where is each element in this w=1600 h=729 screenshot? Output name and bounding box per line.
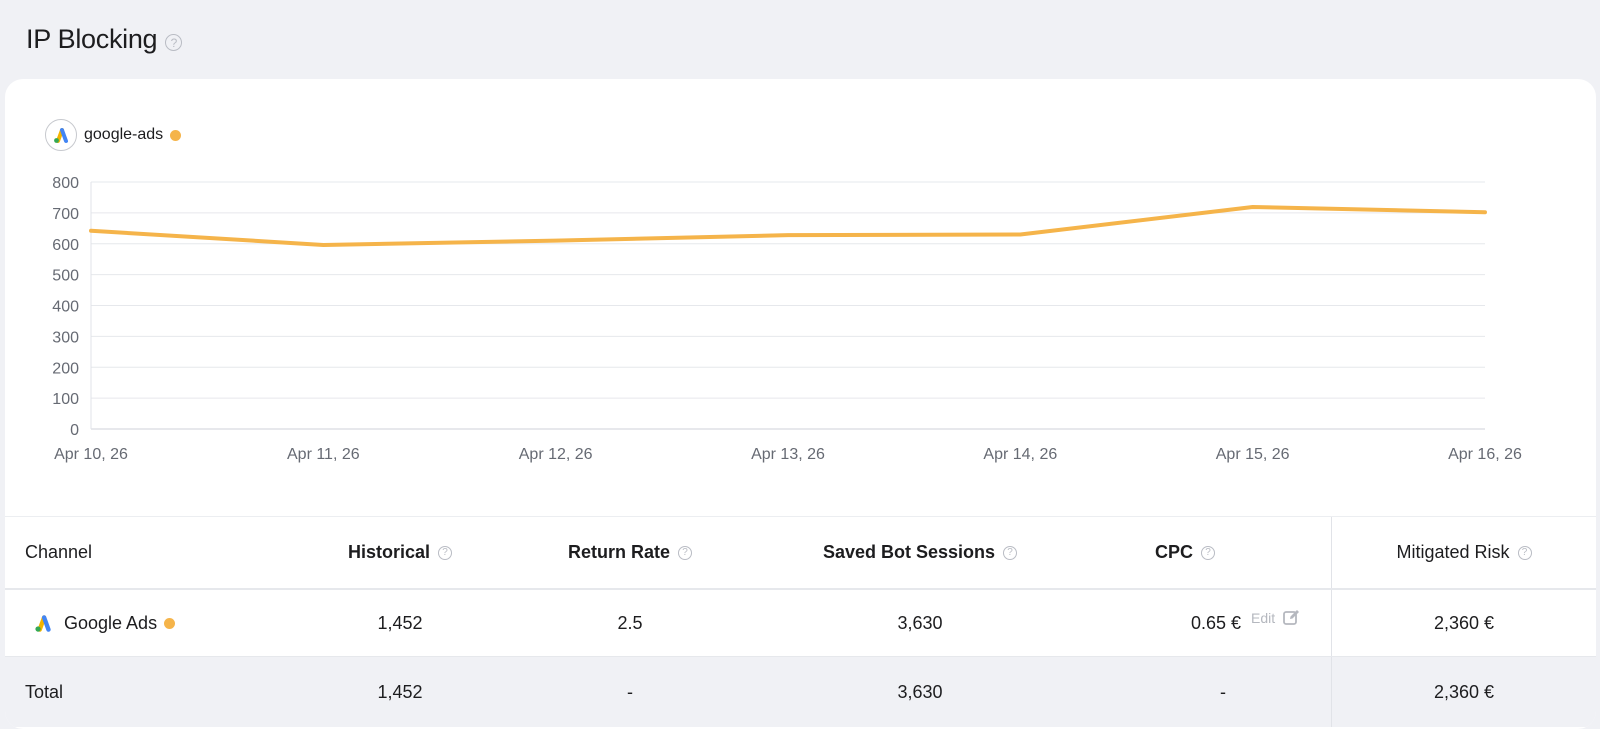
y-tick-label: 600: [52, 237, 79, 254]
help-icon[interactable]: ?: [678, 545, 692, 560]
y-tick-label: 100: [52, 391, 79, 408]
help-icon[interactable]: ?: [1003, 545, 1018, 560]
help-icon[interactable]: ?: [1517, 545, 1532, 560]
y-tick-label: 0: [70, 422, 79, 439]
y-tick-label: 800: [52, 175, 79, 192]
y-tick-label: 200: [52, 360, 79, 377]
line-chart: 0 100 200 300 400 500 600 700 800 Apr 10, 26 Apr 1…: [52, 175, 1522, 463]
y-tick-label: 500: [52, 268, 79, 285]
total-mitigated-risk: 2,360 €: [1433, 681, 1495, 702]
chart-legend[interactable]: google-ads: [45, 119, 182, 151]
channel-cell: Google Ads: [32, 590, 252, 656]
channel-color-dot: [164, 617, 176, 629]
table-header-row: Channel Historical ? Return Rate ? Saved…: [5, 517, 1596, 590]
help-icon[interactable]: ?: [438, 545, 453, 560]
y-tick-label: 300: [52, 329, 79, 346]
total-historical: 1,452: [377, 681, 423, 702]
header-historical: Historical ?: [265, 517, 535, 588]
edit-cpc-link[interactable]: Edit: [1251, 610, 1276, 626]
historical-value: 1,452: [377, 612, 423, 633]
total-return-rate: -: [627, 681, 633, 702]
column-divider: [1331, 657, 1332, 727]
saved-bot-sessions-value: 3,630: [897, 612, 943, 633]
x-tick-label: Apr 16, 26: [1448, 446, 1522, 463]
legend-color-dot: [170, 129, 182, 141]
legend-label: google-ads: [84, 126, 164, 143]
header-saved-bot-sessions: Saved Bot Sessions ?: [785, 517, 1055, 588]
page-title: IP Blocking ?: [26, 24, 183, 55]
channel-table: Channel Historical ? Return Rate ? Saved…: [5, 516, 1596, 727]
google-ads-logo-icon: [35, 615, 51, 632]
x-tick-label: Apr 10, 26: [54, 446, 128, 463]
cpc-value: 0.65 €: [1191, 612, 1242, 633]
header-channel: Channel: [25, 542, 93, 562]
header-mitigated-risk: Mitigated Risk ?: [1332, 517, 1596, 588]
column-divider: [1331, 517, 1332, 588]
return-rate-value: 2.5: [617, 612, 643, 633]
google-ads-logo-icon: [45, 119, 77, 151]
x-tick-label: Apr 15, 26: [1216, 446, 1290, 463]
page-title-text: IP Blocking: [26, 24, 158, 54]
table-row: Google Ads 1,452 2.5 3,630 0.65 € Edit 2…: [5, 590, 1596, 657]
total-cpc: -: [1220, 681, 1226, 702]
x-tick-label: Apr 14, 26: [983, 446, 1057, 463]
edit-icon[interactable]: [1283, 609, 1300, 626]
mitigated-risk-value: 2,360 €: [1433, 612, 1495, 633]
help-icon[interactable]: ?: [165, 34, 183, 51]
x-tick-label: Apr 11, 26: [287, 446, 360, 463]
series-line-google-ads: [89, 205, 1487, 247]
x-tick-label: Apr 12, 26: [519, 446, 593, 463]
y-tick-label: 400: [52, 299, 79, 316]
y-tick-label: 700: [52, 206, 79, 223]
total-label: Total: [25, 681, 64, 702]
column-divider: [1331, 590, 1332, 656]
header-cpc: CPC ?: [1085, 517, 1285, 588]
help-icon[interactable]: ?: [1201, 545, 1215, 560]
header-return-rate: Return Rate ?: [495, 517, 765, 588]
cpc-cell: 0.65 € Edit: [1191, 590, 1331, 656]
table-total-row: Total 1,452 - 3,630 - 2,360 €: [5, 657, 1596, 727]
total-saved-bot-sessions: 3,630: [897, 681, 943, 702]
channel-name: Google Ads: [64, 612, 158, 633]
ip-blocking-card: google-ads 0 100 200 300 400 500 600 700 800 Apr …: [5, 79, 1596, 729]
x-tick-label: Apr 13, 26: [751, 446, 825, 463]
